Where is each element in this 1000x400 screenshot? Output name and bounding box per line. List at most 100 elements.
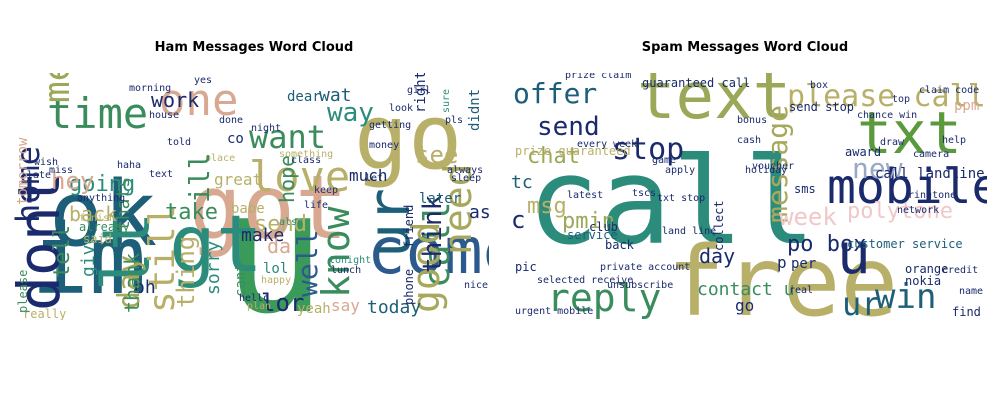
ham-word-yeah: yeah [297, 301, 331, 317]
ham-word-anything: anything [77, 193, 125, 204]
ham-word-really: really [23, 307, 66, 320]
spam-word-stop: stop [612, 132, 684, 167]
spam-word-msg: msg [527, 194, 567, 219]
ham-word-sleep: sleep [451, 173, 481, 184]
spam-word-ringtone: ringtone [908, 190, 956, 201]
spam-word-top: top [892, 94, 910, 105]
spam-word-prize-claim: prize claim [565, 73, 631, 81]
spam-word-credit: credit [942, 265, 978, 276]
ham-word-tonight: tonight [329, 255, 371, 266]
ham-word-oh: oh [134, 277, 156, 298]
ham-word-told: told [167, 137, 191, 148]
spam-word-draw: draw [880, 137, 905, 148]
ham-word-got: got [189, 156, 348, 259]
ham-word-friend: friend [402, 205, 416, 248]
spam-word-customer-service: customer service [847, 237, 963, 251]
ham-word-tell: tell [50, 225, 75, 278]
ham-word-class: class [291, 155, 321, 166]
ham-word-say: say [331, 296, 360, 315]
spam-word-game: game [652, 155, 676, 166]
spam-word-u: u [837, 222, 871, 287]
ham-word-take: take [165, 200, 218, 225]
ham-word-miss: miss [49, 165, 73, 176]
spam-word-ppm: ppm [954, 98, 979, 114]
spam-word-txt-stop: txt stop [657, 193, 705, 204]
ham-word-know: know [314, 206, 358, 298]
ham-word-give: give [78, 234, 99, 277]
ham-word-babe: babe [231, 201, 265, 217]
spam-word-go: go [735, 296, 754, 315]
spam-word-reply: reply [547, 276, 661, 320]
ham-word-sure: sure [441, 89, 452, 113]
ham-word-wish: wish [34, 157, 58, 168]
ham-word-lor: lor [261, 289, 304, 317]
ham-word-didnt: didnt [467, 89, 483, 131]
spam-word-free: free [667, 226, 898, 320]
ham-word-me: me [37, 73, 78, 103]
ham-word-thank: thank [120, 253, 144, 313]
spam-word-contact-u: contact u [697, 279, 795, 300]
ham-word-finish: finish [79, 213, 115, 224]
ham-cloud-title: Ham Messages Word Cloud [154, 40, 354, 55]
ham-word-life: life [304, 200, 328, 211]
spam-word-find: find [952, 305, 981, 319]
ham-word-already: already [79, 220, 130, 234]
ham-word-sorry: sorry [203, 241, 224, 295]
spam-word-holiday: holiday [745, 165, 787, 176]
ham-word-co: co [227, 131, 244, 147]
spam-word-bonus: bonus [737, 115, 767, 126]
ham-word-day: day [112, 255, 147, 309]
ham-word-girl: girl [407, 85, 431, 96]
ham-word-think: think [418, 194, 448, 273]
ham-word-done: done [219, 115, 243, 126]
ham-word-late: late [27, 170, 51, 181]
spam-word-tc: tc [511, 172, 533, 193]
ham-word-house: house [149, 110, 179, 121]
ham-word-something: something [279, 149, 333, 160]
ham-word-plan: plan [247, 301, 271, 312]
spam-word-every-week: every week [577, 139, 637, 150]
spam-word-tscs: tscs [632, 188, 656, 199]
ham-word-cant: cant [233, 263, 249, 297]
spam-word-po-box: po box [787, 232, 866, 257]
spam-word-prize-guaranteed: prize guaranteed [515, 144, 631, 158]
ham-word-said: said [83, 232, 112, 246]
ham-word-dear: dear [287, 89, 321, 105]
ham-word-hello: hello [239, 293, 269, 304]
spam-word-real: real [789, 285, 813, 296]
ham-word-please: please [16, 270, 30, 313]
spam-word-day: day [699, 244, 735, 268]
spam-word-per: per [791, 256, 816, 272]
spam-word-sms: sms [794, 182, 816, 196]
ham-word-hope: hope [275, 155, 299, 203]
ham-word-way: way [327, 98, 374, 128]
ham-word-u: u [223, 154, 325, 320]
spam-word-orange: orange [905, 262, 948, 276]
spam-word-p: p [777, 253, 787, 272]
spam-word-latest: latest [567, 190, 603, 201]
spam-word-offer: offer [513, 77, 597, 110]
ham-word-one: one [159, 75, 238, 126]
ham-word-thing: thing [172, 236, 200, 308]
ham-word-lt: lt [88, 212, 165, 291]
ham-word-lunch: lunch [331, 265, 361, 276]
ham-word-make: make [241, 225, 284, 246]
spam-word-club: club [589, 220, 618, 234]
ham-word-time: time [47, 89, 148, 138]
spam-word-please-call: please call [787, 79, 986, 114]
ham-word-nice: nice [464, 280, 488, 291]
ham-word-ok: ok [49, 162, 157, 267]
ham-word-ur: ur [355, 188, 423, 258]
ham-word-morning: morning [129, 83, 171, 94]
ham-word-money: money [369, 140, 399, 151]
ham-word-also: also [279, 217, 303, 228]
ham-word-look: look [389, 103, 413, 114]
ham-word-home: home [9, 146, 47, 223]
ham-word-love: love [249, 152, 350, 201]
ham-word-tomorrow: tomorrow [15, 137, 31, 205]
spam-word-cash: cash [737, 135, 761, 146]
spam-word-private-account: private account [600, 262, 690, 273]
spam-word-polytone: polytone [847, 199, 953, 224]
spam-word-voucher: voucher [752, 161, 794, 172]
